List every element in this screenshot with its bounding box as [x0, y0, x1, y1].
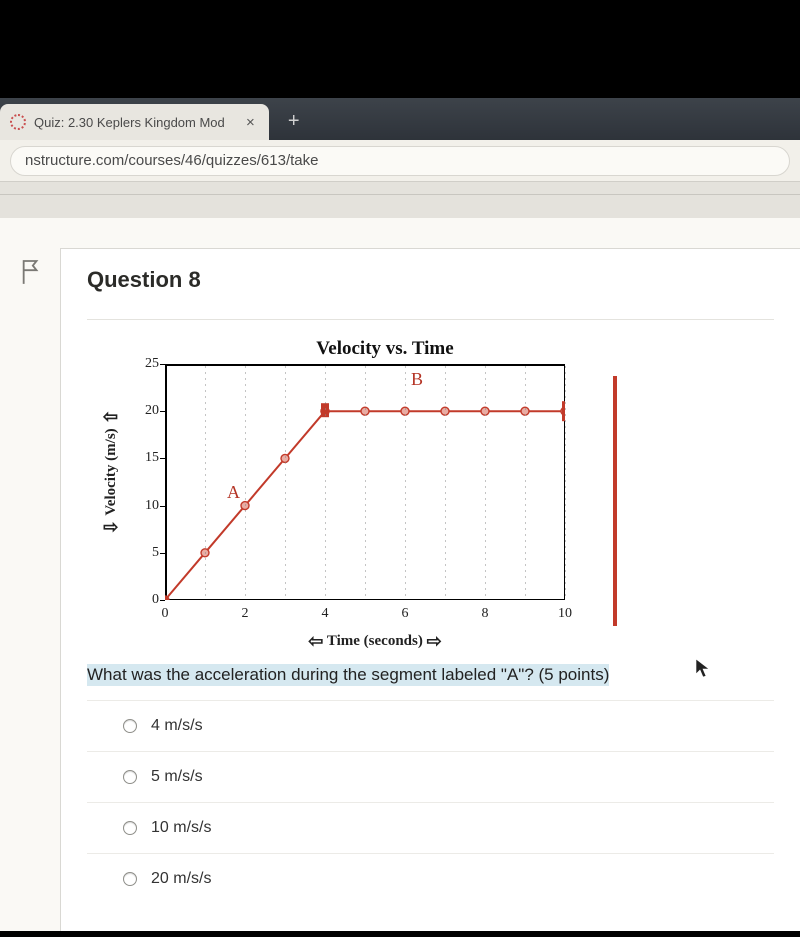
- radio-icon[interactable]: [123, 821, 137, 835]
- radio-icon[interactable]: [123, 719, 137, 733]
- question-header: Question 8: [87, 267, 774, 293]
- tab-favicon: [10, 114, 26, 130]
- x-tick-label: 10: [558, 606, 572, 622]
- answer-option[interactable]: 4 m/s/s: [87, 700, 774, 751]
- flag-icon[interactable]: [20, 258, 42, 286]
- address-bar[interactable]: nstructure.com/courses/46/quizzes/613/ta…: [10, 146, 790, 176]
- browser-window: Quiz: 2.30 Keplers Kingdom Mod × + nstru…: [0, 98, 800, 931]
- answer-option[interactable]: 5 m/s/s: [87, 751, 774, 802]
- arrow-down-icon: ⇩: [101, 520, 122, 535]
- y-axis-text: Velocity (m/s): [103, 428, 120, 515]
- question-card: Question 8 Velocity vs. Time ⇩ Velocity …: [60, 248, 800, 931]
- x-tick-label: 0: [162, 606, 169, 622]
- x-tick-label: 4: [322, 606, 329, 622]
- close-tab-icon[interactable]: ×: [246, 114, 255, 131]
- y-tick-label: 5: [131, 545, 159, 561]
- toolbar-divider: [0, 194, 800, 195]
- y-tick-label: 20: [131, 403, 159, 419]
- option-label: 20 m/s/s: [151, 870, 211, 888]
- arrow-right-icon: ⇨: [427, 631, 442, 651]
- y-tick-label: 25: [131, 356, 159, 372]
- velocity-time-chart: Velocity vs. Time ⇩ Velocity (m/s) ⇧ ⇦ T…: [95, 342, 585, 642]
- url-text: nstructure.com/courses/46/quizzes/613/ta…: [25, 152, 318, 169]
- answer-options: 4 m/s/s 5 m/s/s 10 m/s/s 20 m/s/s: [87, 700, 774, 904]
- page-content: Question 8 Velocity vs. Time ⇩ Velocity …: [0, 218, 800, 931]
- new-tab-button[interactable]: +: [279, 106, 309, 136]
- answer-option[interactable]: 20 m/s/s: [87, 853, 774, 904]
- chart-right-bar: [613, 376, 617, 626]
- plot-area: 05101520250246810AB: [165, 364, 565, 600]
- x-axis-label: ⇦ Time (seconds) ⇨: [185, 631, 565, 652]
- arrow-up-icon: ⇧: [101, 409, 122, 424]
- y-tick-label: 15: [131, 450, 159, 466]
- segment-label: B: [411, 369, 423, 390]
- browser-tab[interactable]: Quiz: 2.30 Keplers Kingdom Mod ×: [0, 104, 269, 140]
- address-bar-row: nstructure.com/courses/46/quizzes/613/ta…: [0, 140, 800, 182]
- segment-label: A: [227, 482, 240, 503]
- chart-title: Velocity vs. Time: [205, 338, 565, 360]
- tab-strip: Quiz: 2.30 Keplers Kingdom Mod × +: [0, 98, 800, 140]
- y-axis-label: ⇩ Velocity (m/s) ⇧: [101, 382, 122, 562]
- question-prompt: What was the acceleration during the seg…: [87, 664, 609, 686]
- option-label: 4 m/s/s: [151, 717, 203, 735]
- tab-title: Quiz: 2.30 Keplers Kingdom Mod: [34, 115, 234, 130]
- arrow-left-icon: ⇦: [308, 631, 323, 651]
- option-label: 5 m/s/s: [151, 768, 203, 786]
- x-axis-text: Time (seconds): [327, 633, 423, 649]
- x-tick-label: 6: [402, 606, 409, 622]
- radio-icon[interactable]: [123, 872, 137, 886]
- answer-option[interactable]: 10 m/s/s: [87, 802, 774, 853]
- y-tick-label: 0: [131, 592, 159, 608]
- option-label: 10 m/s/s: [151, 819, 211, 837]
- x-tick-label: 8: [482, 606, 489, 622]
- question-body: Velocity vs. Time ⇩ Velocity (m/s) ⇧ ⇦ T…: [87, 319, 774, 904]
- question-title: Question 8: [87, 267, 201, 293]
- y-tick-label: 10: [131, 498, 159, 514]
- cursor-icon: [694, 658, 712, 685]
- x-tick-label: 2: [242, 606, 249, 622]
- radio-icon[interactable]: [123, 770, 137, 784]
